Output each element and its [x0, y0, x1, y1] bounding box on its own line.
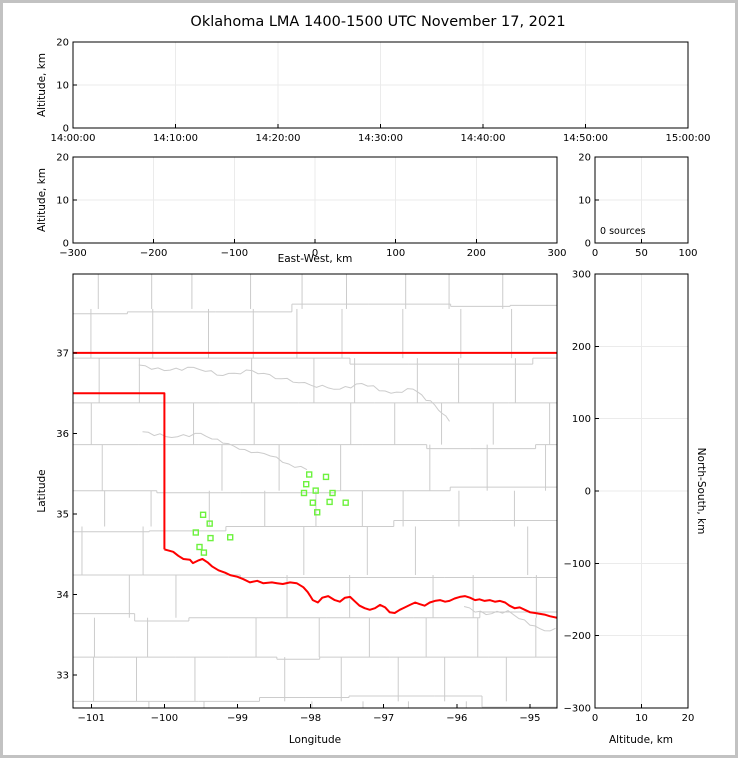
source-marker	[329, 489, 336, 497]
map-content	[73, 274, 557, 708]
x-tick-label: −100	[221, 248, 248, 259]
source-marker	[314, 509, 321, 516]
y-tick-label: 10	[56, 196, 69, 207]
source-marker	[312, 487, 319, 494]
y-tick-label: 10	[578, 196, 591, 207]
plan-view-map-plot-area[interactable]	[73, 274, 557, 708]
y-tick-label: 20	[578, 153, 591, 164]
source-marker	[192, 529, 200, 536]
ew-height-ylabel: Altitude, km	[36, 167, 48, 233]
red-river-border-line	[164, 548, 557, 619]
x-tick-label: 14:20:00	[256, 133, 301, 144]
x-tick-label: 15:00:00	[666, 133, 711, 144]
y-tick-label: 37	[56, 348, 69, 359]
x-tick-label: 100	[386, 248, 405, 259]
x-tick-label: −99	[227, 713, 248, 724]
source-count-annotation: 0 sources	[600, 226, 646, 237]
x-tick-label: 14:50:00	[563, 133, 608, 144]
x-tick-label: 300	[547, 248, 566, 259]
y-tick-label: −200	[564, 631, 591, 642]
x-tick-label: 14:40:00	[461, 133, 506, 144]
x-tick-label: −200	[140, 248, 167, 259]
x-tick-label: 14:30:00	[358, 133, 403, 144]
source-marker	[303, 481, 310, 488]
map-ylabel: Latitude	[36, 469, 48, 513]
source-marker	[309, 499, 316, 506]
y-tick-label: 10	[56, 81, 69, 92]
x-tick-label: −98	[300, 713, 321, 724]
source-marker	[200, 549, 208, 556]
y-tick-label: 0	[585, 487, 591, 498]
y-tick-label: 35	[56, 509, 69, 520]
x-tick-label: −97	[373, 713, 394, 724]
river-county-line	[142, 431, 308, 471]
source-marker	[326, 498, 333, 506]
y-tick-label: −100	[564, 559, 591, 570]
y-tick-label: 100	[572, 414, 591, 425]
source-marker	[226, 534, 234, 541]
source-marker	[342, 499, 349, 506]
y-tick-label: 0	[63, 239, 69, 250]
ns-height-xlabel: Altitude, km	[608, 734, 674, 746]
panhandle-border-line	[73, 392, 166, 550]
y-tick-label: 36	[56, 429, 69, 440]
map-xlabel: Longitude	[288, 734, 342, 746]
time-height-plot-area[interactable]	[73, 42, 688, 128]
source-marker	[206, 520, 213, 527]
y-tick-label: 20	[56, 38, 69, 49]
x-tick-label: −101	[78, 713, 105, 724]
x-tick-label: 200	[467, 248, 486, 259]
plan-view-map-frame	[72, 273, 558, 709]
source-marker	[207, 534, 214, 542]
river-county-line	[463, 606, 556, 632]
x-tick-label: 50	[635, 248, 648, 259]
y-tick-label: 0	[585, 239, 591, 250]
ns-height-right-label: North-South, km	[695, 447, 707, 535]
y-tick-label: 0	[63, 124, 69, 135]
x-tick-label: 14:00:00	[51, 133, 96, 144]
source-marker	[196, 543, 203, 551]
x-tick-label: −300	[59, 248, 86, 259]
source-marker	[300, 489, 308, 497]
time-height-ylabel: Altitude, km	[36, 52, 48, 118]
y-tick-label: 200	[572, 342, 591, 353]
source-marker	[322, 473, 330, 481]
source-marker	[306, 471, 313, 478]
ns-height-plot-area[interactable]	[595, 274, 688, 708]
y-tick-label: 20	[56, 153, 69, 164]
x-tick-label: 0	[592, 248, 598, 259]
y-tick-label: 300	[572, 270, 591, 281]
source-marker	[199, 511, 207, 518]
y-tick-label: 33	[56, 670, 69, 681]
ew-height-xlabel: East-West, km	[277, 253, 353, 265]
y-tick-label: 34	[56, 590, 69, 601]
y-tick-label: −300	[564, 704, 591, 715]
river-county-line	[138, 364, 450, 422]
ew-height-plot-area[interactable]	[73, 157, 557, 243]
x-tick-label: 14:10:00	[153, 133, 198, 144]
x-tick-label: 0	[312, 248, 318, 259]
x-tick-label: −95	[519, 713, 540, 724]
x-tick-label: 0	[592, 713, 598, 724]
x-tick-label: 20	[682, 713, 695, 724]
x-tick-label: 10	[635, 713, 648, 724]
figure-title: Oklahoma LMA 1400-1500 UTC November 17, …	[190, 14, 566, 30]
x-tick-label: −96	[446, 713, 467, 724]
x-tick-label: −100	[151, 713, 178, 724]
x-tick-label: 100	[678, 248, 697, 259]
